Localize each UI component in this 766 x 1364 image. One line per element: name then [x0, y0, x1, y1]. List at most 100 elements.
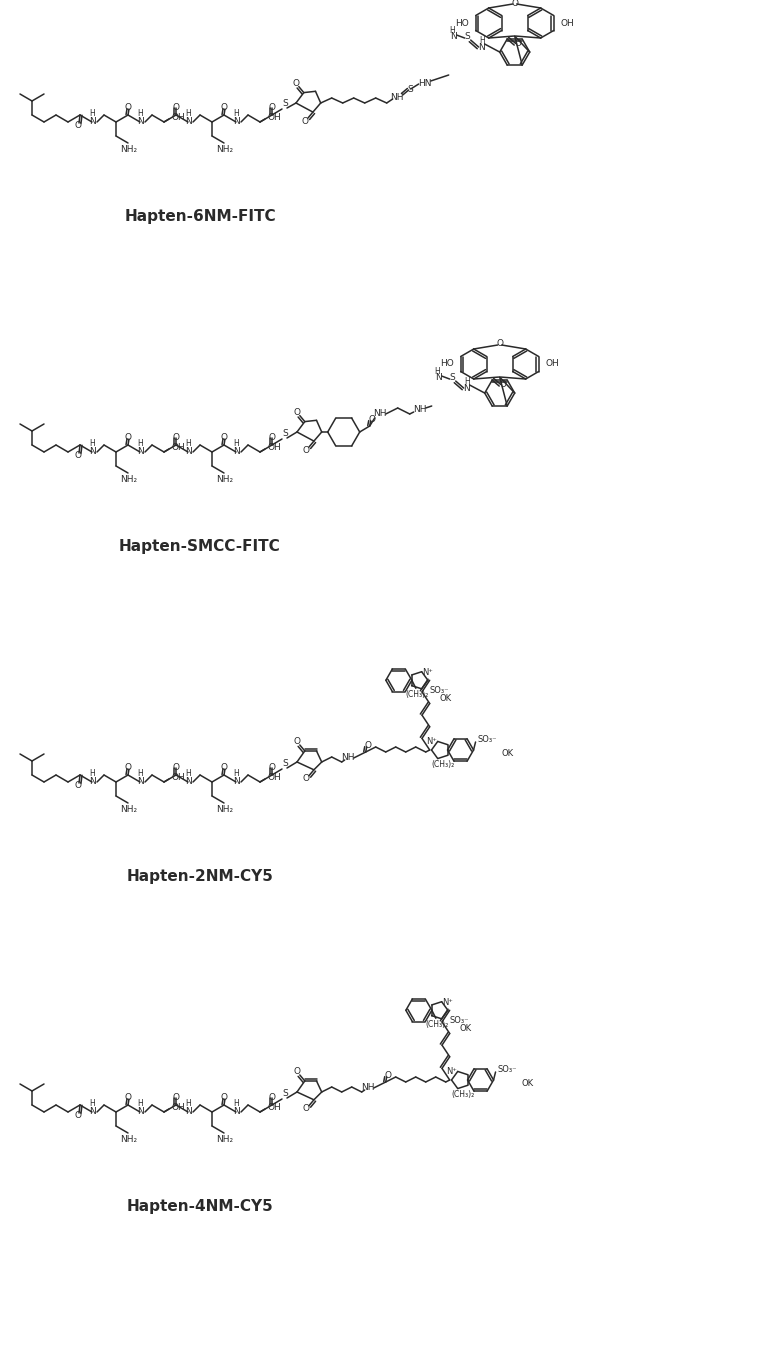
- Text: H: H: [185, 109, 191, 119]
- Text: H: H: [233, 109, 239, 119]
- Text: N: N: [185, 776, 192, 786]
- Text: NH₂: NH₂: [120, 806, 138, 814]
- Text: OK: OK: [502, 749, 514, 758]
- Text: OH: OH: [268, 772, 282, 782]
- Text: N: N: [136, 446, 143, 456]
- Text: NH₂: NH₂: [217, 146, 234, 154]
- Text: O: O: [125, 1093, 132, 1102]
- Text: O: O: [74, 1110, 81, 1120]
- Text: Hapten-2NM-CY5: Hapten-2NM-CY5: [126, 869, 273, 884]
- Text: OH: OH: [172, 442, 185, 451]
- Text: OH: OH: [172, 772, 185, 782]
- Text: O: O: [269, 1093, 276, 1102]
- Text: O: O: [125, 102, 132, 112]
- Text: OH: OH: [561, 19, 574, 27]
- Text: H: H: [137, 439, 143, 449]
- Text: O: O: [269, 102, 276, 112]
- Text: O: O: [172, 762, 179, 772]
- Text: N⁺: N⁺: [426, 738, 437, 746]
- Text: Hapten-4NM-CY5: Hapten-4NM-CY5: [126, 1199, 273, 1214]
- Text: O: O: [364, 741, 372, 749]
- Text: S: S: [282, 430, 288, 438]
- Text: SO₃⁻: SO₃⁻: [498, 1065, 517, 1075]
- Text: (CH₃)₂: (CH₃)₂: [425, 1020, 449, 1028]
- Text: OK: OK: [460, 1024, 472, 1033]
- Text: NH₂: NH₂: [217, 806, 234, 814]
- Text: O: O: [303, 775, 309, 783]
- Text: N: N: [90, 446, 97, 456]
- Text: N⁺: N⁺: [422, 668, 433, 677]
- Text: (CH₃)₂: (CH₃)₂: [451, 1090, 474, 1098]
- Text: N: N: [233, 1106, 239, 1116]
- Text: N: N: [435, 372, 442, 382]
- Text: O: O: [385, 1071, 391, 1079]
- Text: S: S: [282, 1090, 288, 1098]
- Text: HO: HO: [440, 360, 453, 368]
- Text: O: O: [293, 408, 300, 417]
- Text: O: O: [293, 1068, 300, 1076]
- Text: O: O: [301, 116, 309, 125]
- Text: SO₃⁻: SO₃⁻: [430, 686, 450, 694]
- Text: N: N: [463, 383, 470, 393]
- Text: O: O: [125, 762, 132, 772]
- Text: H: H: [137, 769, 143, 779]
- Text: S: S: [282, 760, 288, 768]
- Text: O: O: [172, 1093, 179, 1102]
- Text: Hapten-6NM-FITC: Hapten-6NM-FITC: [124, 209, 276, 224]
- Text: H: H: [185, 769, 191, 779]
- Text: S: S: [282, 100, 288, 109]
- Text: H: H: [233, 439, 239, 449]
- Text: OH: OH: [172, 1102, 185, 1112]
- Text: H: H: [89, 769, 95, 779]
- Text: N: N: [185, 116, 192, 125]
- Text: N: N: [478, 42, 485, 52]
- Text: N: N: [136, 1106, 143, 1116]
- Text: S: S: [408, 85, 414, 94]
- Text: O: O: [221, 432, 228, 442]
- Text: H: H: [89, 1099, 95, 1109]
- Text: O: O: [511, 0, 519, 7]
- Text: NH: NH: [413, 405, 427, 415]
- Text: O: O: [74, 780, 81, 790]
- Text: H: H: [434, 367, 440, 375]
- Text: OH: OH: [268, 1102, 282, 1112]
- Text: N: N: [90, 116, 97, 125]
- Text: O: O: [172, 102, 179, 112]
- Text: H: H: [464, 376, 470, 386]
- Text: S: S: [465, 31, 470, 41]
- Text: H: H: [89, 439, 95, 449]
- Text: OH: OH: [268, 112, 282, 121]
- Text: OH: OH: [172, 112, 185, 121]
- Text: O: O: [499, 379, 506, 389]
- Text: N: N: [233, 776, 239, 786]
- Text: O: O: [496, 340, 503, 348]
- Text: N: N: [185, 446, 192, 456]
- Text: O: O: [221, 102, 228, 112]
- Text: O: O: [303, 446, 309, 454]
- Text: Hapten-SMCC-FITC: Hapten-SMCC-FITC: [119, 539, 281, 554]
- Text: N⁺: N⁺: [447, 1068, 457, 1076]
- Text: OH: OH: [545, 360, 559, 368]
- Text: OK: OK: [440, 694, 452, 702]
- Text: NH₂: NH₂: [120, 146, 138, 154]
- Text: N: N: [233, 116, 239, 125]
- Text: NH: NH: [361, 1083, 375, 1093]
- Text: NH₂: NH₂: [120, 1135, 138, 1144]
- Text: O: O: [293, 79, 300, 89]
- Text: H: H: [185, 1099, 191, 1109]
- Text: O: O: [303, 1105, 309, 1113]
- Text: O: O: [172, 432, 179, 442]
- Text: O: O: [221, 1093, 228, 1102]
- Text: NH: NH: [341, 753, 355, 762]
- Text: N: N: [136, 776, 143, 786]
- Text: SO₃⁻: SO₃⁻: [450, 1016, 470, 1024]
- Text: NH₂: NH₂: [120, 476, 138, 484]
- Text: SO₃⁻: SO₃⁻: [477, 735, 497, 745]
- Text: N: N: [450, 31, 457, 41]
- Text: N: N: [90, 1106, 97, 1116]
- Text: N: N: [233, 446, 239, 456]
- Text: H: H: [137, 109, 143, 119]
- Text: O: O: [269, 762, 276, 772]
- Text: O: O: [221, 762, 228, 772]
- Text: O: O: [125, 432, 132, 442]
